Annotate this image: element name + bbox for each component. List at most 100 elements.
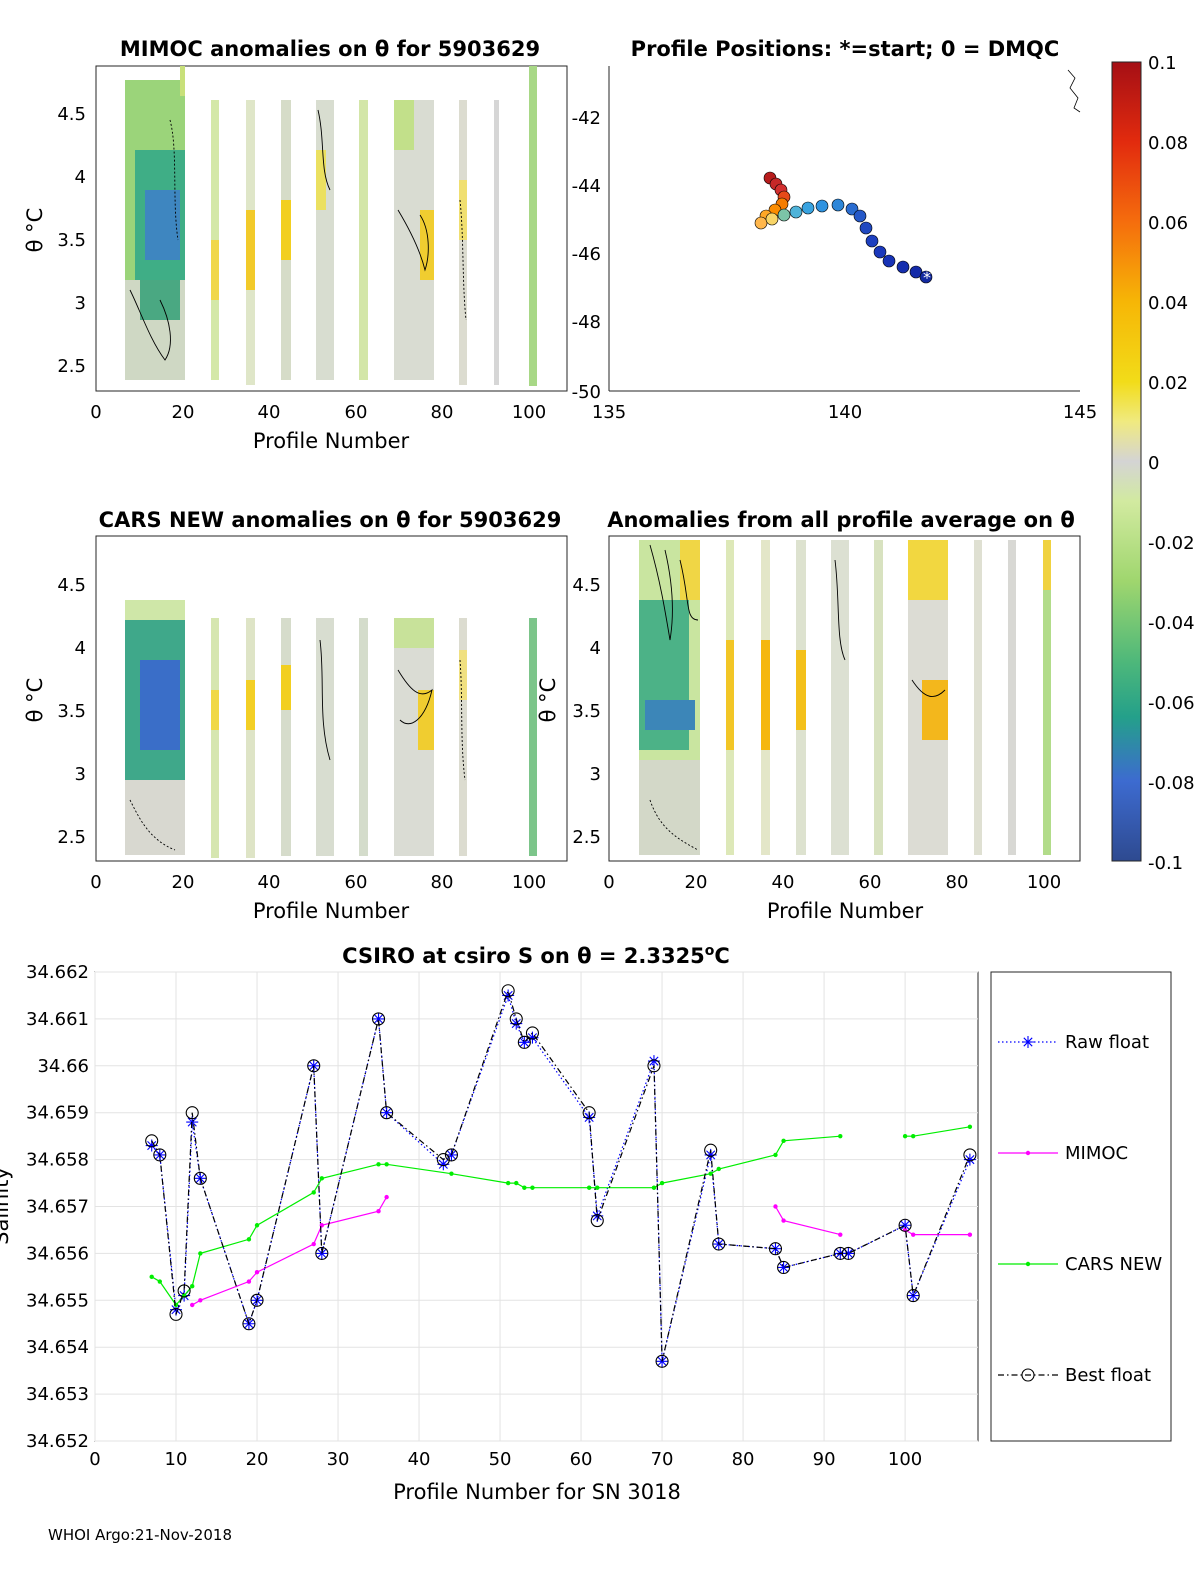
data-point: [307, 1059, 321, 1073]
svg-text:-0.02: -0.02: [1148, 533, 1195, 554]
data-point: [777, 1261, 790, 1274]
data-point: [768, 1242, 783, 1256]
legend: Raw float MIMOC CARS NEW Best float: [990, 971, 1172, 1442]
cars-yticks: 2.5 3 3.5 4 4.5: [57, 575, 86, 848]
data-point: [522, 1185, 527, 1190]
series-line: [151, 1135, 841, 1306]
data-point: [514, 1180, 519, 1186]
data-point: [502, 989, 515, 1002]
data-point: [436, 1153, 450, 1167]
data-point: [315, 1246, 329, 1260]
data-point: [963, 1148, 977, 1162]
legend-item: MIMOC: [998, 1143, 1128, 1164]
legend-item: Best float: [998, 1365, 1151, 1386]
data-point: [501, 984, 515, 998]
timeseries-xlabel: Profile Number for SN 3018: [393, 1480, 681, 1504]
data-point: [149, 1274, 154, 1280]
legend-label: MIMOC: [1065, 1143, 1128, 1164]
avg-yticks: 2.5 3 3.5 4 4.5: [572, 575, 601, 848]
y-tick-label: 34.657: [26, 1197, 89, 1218]
svg-text:140: 140: [828, 402, 862, 423]
data-point: [198, 1298, 203, 1303]
footer-stamp: WHOI Argo:21-Nov-2018: [48, 1526, 232, 1544]
timeseries-ylabel: Salinity: [0, 1167, 13, 1245]
coastline: [1067, 69, 1081, 113]
data-point: [518, 1036, 531, 1049]
avg-title: Anomalies from all profile average on θ: [607, 508, 1075, 532]
data-point: [833, 1246, 847, 1260]
data-point: [372, 1012, 385, 1025]
svg-text:80: 80: [431, 402, 454, 423]
legend-label: CARS NEW: [1065, 1254, 1162, 1275]
data-point: [526, 1031, 539, 1044]
svg-text:135: 135: [592, 402, 626, 423]
colorbar: 0.1 0.08 0.06 0.04 0.02 0 -0.02 -0.04 -0…: [1111, 53, 1195, 874]
series-cars-new: [149, 1124, 973, 1308]
positions-xticks: 135 140 145: [592, 402, 1097, 423]
svg-text:4.5: 4.5: [57, 575, 86, 596]
data-point: [242, 1317, 256, 1331]
cars-heatmap: [125, 600, 537, 858]
x-tick-label: 100: [888, 1449, 922, 1470]
data-point: [838, 1232, 843, 1237]
timeseries-title: CSIRO at csiro S on θ = 2.3325oC: [342, 943, 730, 968]
data-point: [704, 1148, 717, 1161]
positions-panel: Profile Positions: *=start; 0 = DMQC: [572, 37, 1098, 423]
data-point: [371, 1012, 386, 1026]
svg-text:20: 20: [172, 402, 195, 423]
legend-label: Raw float: [1065, 1032, 1149, 1053]
svg-text:3.5: 3.5: [57, 230, 86, 251]
svg-text:-42: -42: [572, 108, 601, 129]
mimoc-xlabel: Profile Number: [253, 429, 410, 453]
avg-ylabel: θ °C: [536, 678, 560, 723]
data-point: [651, 1185, 657, 1190]
x-tick-label: 90: [813, 1449, 836, 1470]
data-point: [311, 1190, 316, 1195]
svg-text:-50: -50: [572, 382, 601, 403]
data-point: [967, 1124, 973, 1129]
data-point: [319, 1176, 325, 1181]
svg-text:20: 20: [172, 872, 195, 893]
svg-text:4: 4: [590, 638, 601, 659]
avg-panel: Anomalies from all profile average on θ: [536, 508, 1081, 923]
svg-text:-48: -48: [572, 312, 601, 333]
mimoc-title: MIMOC anomalies on θ for 5903629: [120, 37, 540, 61]
svg-text:0.06: 0.06: [1148, 213, 1188, 234]
x-tick-label: 80: [732, 1449, 755, 1470]
avg-xlabel: Profile Number: [767, 899, 924, 923]
mimoc-contours: [129, 109, 467, 361]
data-point: [704, 1143, 718, 1157]
data-point: [586, 1185, 592, 1190]
svg-text:2.5: 2.5: [57, 827, 86, 848]
svg-text:2.5: 2.5: [572, 827, 601, 848]
data-point: [376, 1208, 381, 1214]
svg-text:3: 3: [75, 293, 86, 314]
data-point: [380, 1106, 393, 1119]
avg-xticks: 0 20 40 60 80 100: [603, 872, 1061, 893]
data-point: [582, 1106, 596, 1120]
data-point: [190, 1284, 195, 1289]
legend-marker: [1025, 1261, 1031, 1267]
svg-text:0.02: 0.02: [1148, 373, 1188, 394]
data-point: [967, 1232, 973, 1237]
cars-xlabel: Profile Number: [253, 899, 410, 923]
data-point: [250, 1293, 264, 1307]
svg-text:3: 3: [75, 764, 86, 785]
position-track: *: [754, 171, 933, 287]
data-point: [254, 1269, 260, 1275]
timeseries-xticks: 0 10 20 30 40 50 60 70 80 90 100: [89, 1449, 922, 1470]
data-point: [153, 1148, 167, 1162]
legend-label: Best float: [1065, 1365, 1151, 1386]
data-point: [246, 1237, 252, 1242]
x-tick-label: 60: [570, 1449, 593, 1470]
y-tick-label: 34.654: [26, 1337, 89, 1358]
data-point: [708, 1171, 713, 1176]
data-point: [963, 1153, 976, 1166]
data-point: [510, 1017, 523, 1030]
data-point: [781, 1218, 786, 1223]
svg-text:-0.06: -0.06: [1148, 693, 1195, 714]
y-tick-label: 34.656: [26, 1243, 89, 1264]
data-point: [254, 1223, 260, 1228]
data-point: [145, 1134, 159, 1148]
